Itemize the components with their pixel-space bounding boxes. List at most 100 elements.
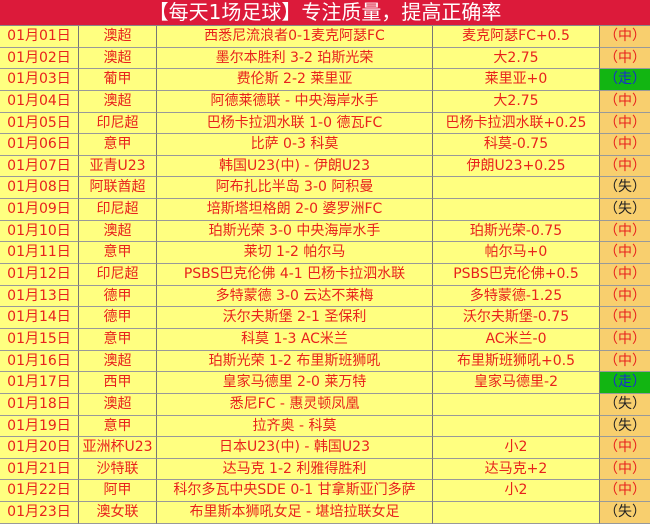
match-cell: 珀斯光荣 3-0 中央海岸水手 [157, 220, 433, 243]
result-cell: （失） [600, 393, 650, 416]
tip-cell: 科莫-0.75 [433, 134, 600, 156]
match-cell: 布里斯本狮吼女足 - 堪培拉联女足 [157, 502, 433, 524]
tip-cell: 珀斯光荣-0.75 [433, 220, 600, 243]
league-cell: 澳女联 [79, 502, 157, 524]
tip-cell: AC米兰-0 [433, 328, 600, 351]
match-cell: 巴杨卡拉泗水联 1-0 德瓦FC [157, 112, 433, 135]
date-cell: 01月23日 [0, 502, 79, 524]
league-cell: 澳超 [79, 350, 157, 373]
date-cell: 01月19日 [0, 415, 79, 438]
date-cell: 01月21日 [0, 458, 79, 481]
result-cell: （中） [600, 264, 650, 286]
date-cell: 01月03日 [0, 69, 79, 91]
league-cell: 澳超 [79, 393, 157, 416]
table-row: 01月04日 澳超 阿德莱德联 - 中央海岸水手 大2.75 （中） [0, 90, 650, 113]
tip-cell: 巴杨卡拉泗水联+0.25 [433, 112, 600, 135]
match-cell: 比萨 0-3 科莫 [157, 134, 433, 156]
date-cell: 01月09日 [0, 199, 79, 221]
tip-cell: 布里斯班狮吼+0.5 [433, 350, 600, 373]
table-row: 01月01日 澳超 西悉尼流浪者0-1麦克阿瑟FC 麦克阿瑟FC+0.5 （中） [0, 26, 650, 48]
match-cell: 墨尔本胜利 3-2 珀斯光荣 [157, 47, 433, 70]
league-cell: 德甲 [79, 285, 157, 308]
match-cell: 莱切 1-2 帕尔马 [157, 242, 433, 265]
date-cell: 01月01日 [0, 26, 79, 48]
match-cell: 科尔多瓦中央SDE 0-1 甘拿斯亚门多萨 [157, 480, 433, 503]
date-cell: 01月08日 [0, 177, 79, 200]
result-cell: （失） [600, 502, 650, 524]
match-cell: 皇家马德里 2-0 莱万特 [157, 372, 433, 394]
league-cell: 阿甲 [79, 480, 157, 503]
tip-cell: 小2 [433, 437, 600, 459]
league-cell: 意甲 [79, 415, 157, 438]
match-cell: 韩国U23(中) - 伊朗U23 [157, 155, 433, 178]
table-row: 01月23日 澳女联 布里斯本狮吼女足 - 堪培拉联女足 （失） [0, 502, 650, 524]
result-cell: （失） [600, 199, 650, 221]
league-cell: 葡甲 [79, 69, 157, 91]
tip-cell [433, 415, 600, 438]
tip-cell: 大2.75 [433, 47, 600, 70]
league-cell: 亚青U23 [79, 155, 157, 178]
date-cell: 01月22日 [0, 480, 79, 503]
match-cell: 拉齐奥 - 科莫 [157, 415, 433, 438]
table-row: 01月21日 沙特联 达马克 1-2 利雅得胜利 达马克+2 （中） [0, 458, 650, 481]
league-cell: 澳超 [79, 47, 157, 70]
result-cell: （中） [600, 220, 650, 243]
league-cell: 澳超 [79, 26, 157, 48]
result-cell: （中） [600, 285, 650, 308]
result-cell: （中） [600, 328, 650, 351]
result-cell: （中） [600, 480, 650, 503]
table-row: 01月05日 印尼超 巴杨卡拉泗水联 1-0 德瓦FC 巴杨卡拉泗水联+0.25 （中） [0, 112, 650, 135]
match-cell: 多特蒙德 3-0 云达不莱梅 [157, 285, 433, 308]
tip-cell: 皇家马德里-2 [433, 372, 600, 394]
result-cell: （中） [600, 112, 650, 135]
result-cell: （中） [600, 155, 650, 178]
league-cell: 印尼超 [79, 112, 157, 135]
tip-cell: 达马克+2 [433, 458, 600, 481]
match-cell: 培斯塔坦格朗 2-0 婆罗洲FC [157, 199, 433, 221]
result-cell: （失） [600, 415, 650, 438]
date-cell: 01月06日 [0, 134, 79, 156]
date-cell: 01月04日 [0, 90, 79, 113]
result-cell: （中） [600, 90, 650, 113]
result-cell: （中） [600, 242, 650, 265]
result-cell: （中） [600, 26, 650, 48]
date-cell: 01月20日 [0, 437, 79, 459]
league-cell: 德甲 [79, 307, 157, 329]
date-cell: 01月05日 [0, 112, 79, 135]
tip-cell: 莱里亚+0 [433, 69, 600, 91]
league-cell: 阿联酋超 [79, 177, 157, 200]
league-cell: 意甲 [79, 242, 157, 265]
tip-cell [433, 177, 600, 200]
result-cell: （中） [600, 47, 650, 70]
table-row: 01月17日 西甲 皇家马德里 2-0 莱万特 皇家马德里-2 （走） [0, 372, 650, 394]
tip-cell [433, 393, 600, 416]
match-cell: 沃尔夫斯堡 2-1 圣保利 [157, 307, 433, 329]
match-cell: 达马克 1-2 利雅得胜利 [157, 458, 433, 481]
date-cell: 01月16日 [0, 350, 79, 373]
result-cell: （失） [600, 177, 650, 200]
table-row: 01月15日 意甲 科莫 1-3 AC米兰 AC米兰-0 （中） [0, 328, 650, 351]
date-cell: 01月13日 [0, 285, 79, 308]
league-cell: 意甲 [79, 134, 157, 156]
match-cell: 日本U23(中) - 韩国U23 [157, 437, 433, 459]
match-cell: 珀斯光荣 1-2 布里斯班狮吼 [157, 350, 433, 373]
result-cell: （中） [600, 458, 650, 481]
tip-cell: 大2.75 [433, 90, 600, 113]
date-cell: 01月02日 [0, 47, 79, 70]
tip-cell: 多特蒙德-1.25 [433, 285, 600, 308]
table-row: 01月12日 印尼超 PSBS巴克伦佛 4-1 巴杨卡拉泗水联 PSBS巴克伦佛+0.… [0, 264, 650, 286]
table-row: 01月08日 阿联酋超 阿布扎比半岛 3-0 阿积曼 （失） [0, 177, 650, 200]
league-cell: 印尼超 [79, 199, 157, 221]
table-row: 01月19日 意甲 拉齐奥 - 科莫 （失） [0, 415, 650, 438]
date-cell: 01月07日 [0, 155, 79, 178]
league-cell: 印尼超 [79, 264, 157, 286]
table-row: 01月16日 澳超 珀斯光荣 1-2 布里斯班狮吼 布里斯班狮吼+0.5 （中） [0, 350, 650, 373]
result-cell: （中） [600, 307, 650, 329]
match-cell: 悉尼FC - 惠灵顿凤凰 [157, 393, 433, 416]
date-cell: 01月10日 [0, 220, 79, 243]
match-cell: PSBS巴克伦佛 4-1 巴杨卡拉泗水联 [157, 264, 433, 286]
tip-cell [433, 199, 600, 221]
table-row: 01月07日 亚青U23 韩国U23(中) - 伊朗U23 伊朗U23+0.25 （中） [0, 155, 650, 178]
league-cell: 西甲 [79, 372, 157, 394]
tip-cell: 帕尔马+0 [433, 242, 600, 265]
